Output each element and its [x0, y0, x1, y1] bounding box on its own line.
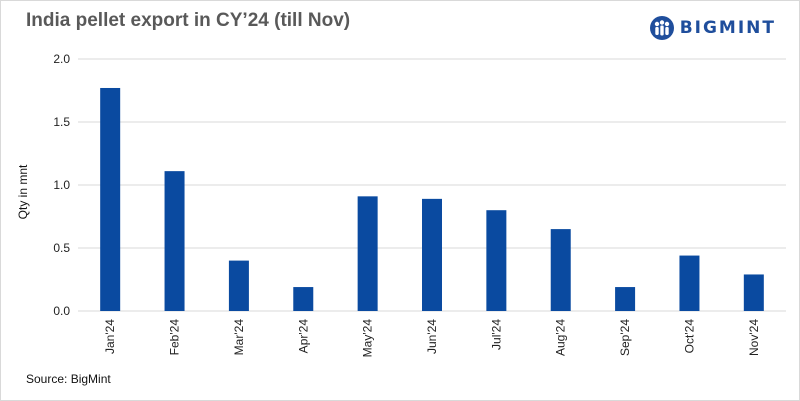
x-tick-label: Jan'24 — [103, 319, 117, 354]
y-tick-label: 2.0 — [53, 52, 70, 66]
brand-logo: BIGMINT — [649, 15, 776, 41]
bar — [357, 196, 378, 311]
x-tick-label: Nov'24 — [747, 319, 761, 356]
logo-text: BIGMINT — [679, 18, 776, 38]
bar — [743, 274, 764, 311]
bar — [228, 260, 249, 311]
x-tick-label: May'24 — [361, 319, 375, 358]
bars — [100, 87, 764, 311]
bar — [100, 87, 121, 311]
bar — [293, 287, 314, 311]
x-tick-label: Sep'24 — [618, 319, 632, 356]
x-tick-label: Aug'24 — [554, 319, 568, 356]
bar — [164, 171, 185, 311]
y-tick-labels: 0.0 0.5 1.0 1.5 2.0 — [53, 52, 70, 318]
bar — [422, 198, 442, 311]
y-axis-label: Qty in mnt — [16, 164, 30, 219]
bar — [679, 255, 700, 311]
y-tick-label: 0.0 — [53, 304, 70, 318]
x-tick-label: Apr'24 — [296, 319, 310, 354]
y-tick-label: 0.5 — [53, 241, 70, 255]
bigmint-globe-logo-icon — [649, 16, 674, 40]
source-note: Source: BigMint — [26, 372, 111, 386]
x-tick-labels: Jan'24 Feb'24 Mar'24 Apr'24 May'24 Jun'24 Jul'… — [103, 319, 761, 358]
chart-title: India pellet export in CY’24 (till Nov) — [26, 10, 351, 31]
x-tick-label: Feb'24 — [168, 319, 182, 356]
bar — [615, 287, 636, 311]
x-tick-label: Oct'24 — [682, 319, 696, 354]
x-tick-label: Jul'24 — [489, 319, 503, 350]
bar — [486, 210, 507, 311]
bar — [550, 229, 571, 311]
x-tick-label: Mar'24 — [232, 319, 246, 356]
y-tick-label: 1.5 — [53, 115, 70, 129]
x-tick-label: Jun'24 — [425, 319, 439, 354]
y-tick-label: 1.0 — [53, 178, 70, 192]
